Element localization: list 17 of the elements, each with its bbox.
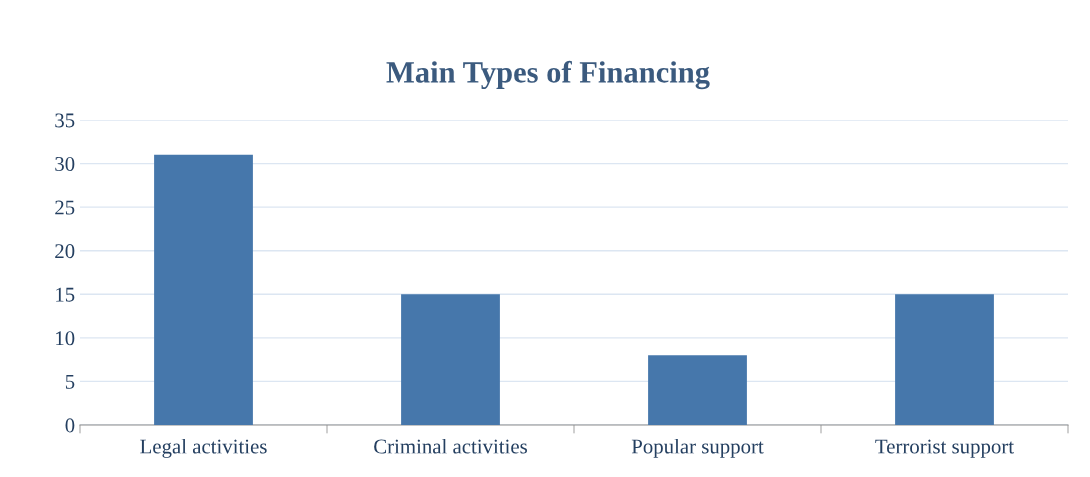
- bar: [154, 154, 253, 425]
- y-tick-label: 0: [65, 418, 75, 433]
- x-tick-label: Criminal activities: [374, 438, 527, 454]
- y-tick-label: 20: [55, 244, 75, 259]
- bar: [895, 294, 994, 425]
- x-tick-label: Legal activities: [140, 438, 267, 458]
- y-tick-label: 5: [65, 375, 75, 389]
- chart-title: Main Types of Financing: [386, 60, 710, 90]
- y-tick-label: 30: [55, 156, 75, 171]
- x-tick-label: Popular support: [631, 438, 764, 458]
- x-tick-label: Terrorist support: [875, 439, 1014, 458]
- y-tick-label: 35: [55, 113, 75, 128]
- bar: [648, 355, 747, 425]
- y-tick-label: 25: [55, 200, 75, 215]
- y-tick-label: 10: [56, 331, 75, 346]
- y-tick-label: 15: [56, 287, 75, 302]
- bar: [401, 294, 500, 425]
